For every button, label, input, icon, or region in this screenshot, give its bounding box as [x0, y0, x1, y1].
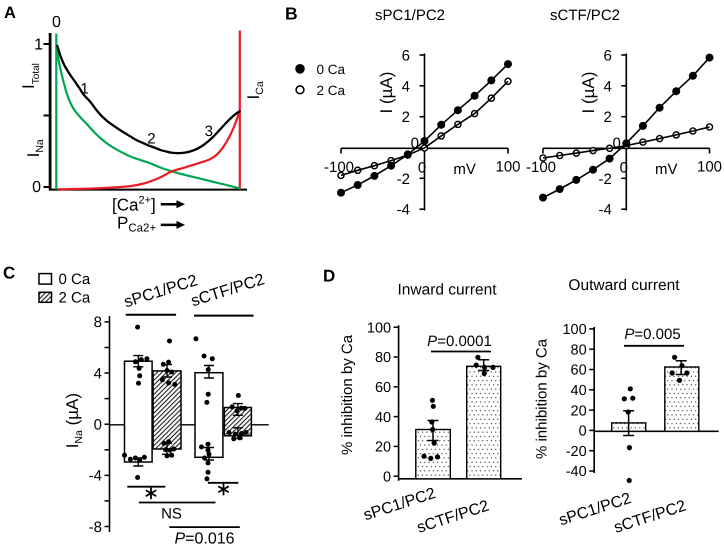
svg-text:A: A	[4, 4, 16, 22]
svg-text:Outward current: Outward current	[568, 277, 680, 294]
svg-text:-2: -2	[397, 171, 410, 188]
svg-text:1: 1	[80, 81, 88, 98]
svg-text:0: 0	[94, 417, 102, 434]
svg-text:-8: -8	[89, 519, 102, 536]
svg-text:2 Ca: 2 Ca	[59, 290, 91, 307]
svg-text:-2: -2	[598, 171, 611, 188]
svg-text:100: 100	[562, 322, 586, 338]
svg-text:2: 2	[147, 131, 155, 148]
svg-text:-4: -4	[598, 202, 611, 219]
svg-text:sPC1/PC2: sPC1/PC2	[375, 7, 445, 24]
svg-text:0: 0	[52, 14, 61, 31]
svg-text:P=0.016: P=0.016	[174, 531, 234, 548]
svg-text:40: 40	[375, 410, 391, 426]
svg-text:100: 100	[697, 158, 722, 175]
svg-text:2: 2	[402, 109, 410, 126]
svg-text:-100: -100	[324, 159, 354, 176]
svg-text:C: C	[3, 264, 15, 283]
svg-text:D: D	[323, 267, 335, 286]
svg-text:I (µA): I (µA)	[377, 72, 396, 114]
svg-text:4: 4	[94, 365, 102, 382]
svg-text:20: 20	[571, 403, 587, 419]
svg-text:60: 60	[375, 380, 391, 396]
svg-text:0: 0	[411, 135, 419, 152]
svg-text:P=0.0001: P=0.0001	[427, 333, 492, 350]
svg-text:0: 0	[383, 469, 391, 485]
svg-text:4: 4	[603, 78, 611, 95]
svg-text:0 Ca: 0 Ca	[59, 271, 91, 288]
svg-text:Inward current: Inward current	[397, 282, 497, 299]
svg-text:0: 0	[579, 424, 587, 440]
svg-text:P=0.005: P=0.005	[624, 326, 680, 343]
svg-text:-4: -4	[89, 468, 102, 485]
svg-text:20: 20	[375, 440, 391, 456]
svg-text:mV: mV	[655, 161, 678, 178]
svg-text:% inhibition by Ca: % inhibition by Ca	[534, 338, 551, 459]
svg-text:100: 100	[367, 320, 391, 336]
svg-text:2: 2	[603, 109, 611, 126]
svg-text:NS: NS	[161, 506, 182, 523]
svg-text:0: 0	[620, 160, 628, 177]
svg-text:-20: -20	[566, 444, 587, 460]
svg-text:INa (µA): INa (µA)	[63, 393, 85, 448]
svg-text:80: 80	[571, 342, 587, 358]
svg-text:0: 0	[418, 160, 426, 177]
svg-text:sCTF/PC2: sCTF/PC2	[550, 7, 620, 24]
svg-text:80: 80	[375, 350, 391, 366]
svg-text:-4: -4	[397, 202, 410, 219]
svg-text:1: 1	[34, 37, 43, 54]
svg-text:6: 6	[603, 48, 611, 65]
svg-text:B: B	[285, 4, 298, 24]
svg-text:-40: -40	[566, 464, 587, 480]
svg-text:3: 3	[205, 123, 213, 140]
svg-text:4: 4	[402, 78, 410, 95]
svg-text:40: 40	[571, 383, 587, 399]
svg-text:100: 100	[495, 158, 520, 175]
svg-text:8: 8	[94, 314, 102, 331]
svg-text:-100: -100	[526, 159, 556, 176]
svg-text:% inhibition by Ca: % inhibition by Ca	[339, 334, 356, 455]
svg-text:I (µA): I (µA)	[579, 72, 598, 114]
svg-text:0: 0	[612, 135, 620, 152]
svg-text:6: 6	[402, 48, 410, 65]
svg-text:0 Ca: 0 Ca	[317, 62, 346, 77]
svg-text:0: 0	[32, 179, 41, 196]
svg-text:mV: mV	[453, 161, 476, 178]
svg-text:60: 60	[571, 363, 587, 379]
svg-text:2 Ca: 2 Ca	[317, 83, 346, 98]
